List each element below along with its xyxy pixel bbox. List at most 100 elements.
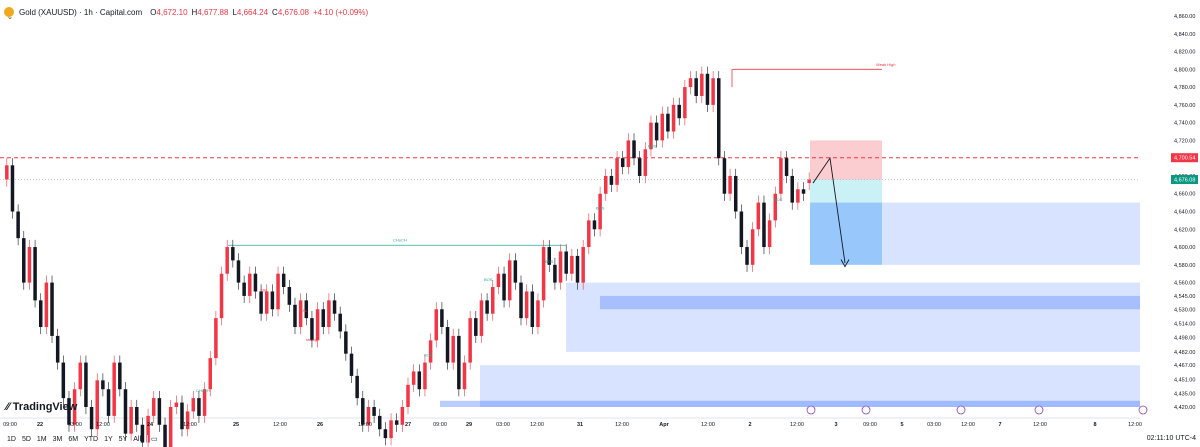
date-range-icon[interactable]: ▭: [151, 436, 158, 443]
candle: [89, 407, 94, 430]
candle: [253, 273, 258, 292]
candle: [140, 424, 145, 443]
price-change: +4.10 (+0.09%): [312, 7, 369, 17]
candle: [27, 247, 32, 283]
demand-zone: [600, 295, 1140, 310]
tf-6m[interactable]: 6M: [68, 435, 79, 443]
time-tick-label: 3: [834, 422, 837, 428]
structure-annotation: strong: [306, 337, 317, 342]
tf-3m[interactable]: 3M: [52, 435, 63, 443]
ohlc-open-value: 4,672.10: [156, 7, 188, 17]
candle: [33, 247, 37, 301]
candle: [355, 375, 359, 399]
candle: [231, 247, 235, 261]
ohlc-close-label: C: [272, 7, 278, 17]
candle: [807, 179, 811, 184]
candle: [16, 211, 20, 239]
brand-name: TradingView: [12, 401, 78, 413]
candle: [666, 113, 670, 132]
candle: [191, 398, 196, 412]
price-tick-label: 4,780.00: [1174, 85, 1195, 91]
candle: [513, 260, 518, 283]
candle: [146, 415, 150, 443]
demand-zone: [440, 400, 1140, 407]
demand-zone: [810, 202, 1140, 265]
candle: [604, 175, 608, 194]
candle: [485, 300, 489, 314]
candle: [61, 362, 66, 399]
ohlc-high-label: H: [191, 7, 198, 17]
candle: [643, 149, 648, 176]
clock-readout[interactable]: 02:11:10 UTC-4: [1146, 435, 1196, 442]
time-tick-label: 03:00: [68, 422, 82, 428]
candle: [411, 371, 416, 385]
candle: [745, 247, 749, 265]
structure-annotation: CHoCH: [393, 238, 407, 243]
candle: [496, 273, 501, 288]
candle: [202, 389, 207, 416]
stop-loss-zone: [810, 140, 882, 180]
ohlc-low-label: L: [232, 7, 237, 17]
tf-5d[interactable]: 5D: [21, 435, 31, 443]
candle: [372, 407, 376, 416]
candle: [84, 362, 88, 407]
candle: [248, 273, 252, 296]
candle: [615, 158, 619, 185]
candle: [174, 402, 179, 407]
candle: [259, 291, 263, 314]
candle: [570, 255, 574, 274]
time-tick-label: 12:00: [1033, 422, 1047, 428]
candle: [598, 193, 602, 230]
candle: [428, 340, 433, 363]
candle: [779, 158, 783, 194]
price-tick-label: 4,740.00: [1174, 121, 1195, 127]
tf-5y[interactable]: 5Y: [118, 435, 128, 443]
candle: [293, 304, 297, 328]
candle: [717, 78, 721, 159]
candle: [118, 362, 122, 390]
candle: [332, 300, 337, 314]
candle: [157, 398, 162, 425]
candle: [762, 202, 766, 248]
structure-annotation: SSL: [260, 287, 268, 292]
candle: [575, 255, 580, 283]
collapse-chevron-icon[interactable]: ⌄: [6, 12, 14, 21]
price-tick-label: 4,451.00: [1174, 377, 1195, 383]
candle: [547, 247, 552, 265]
candle: [558, 251, 563, 283]
candle: [129, 407, 133, 434]
candle: [361, 398, 365, 425]
price-tick-label: 4,760.00: [1174, 103, 1195, 109]
candle: [801, 189, 806, 194]
time-tick-label: 27: [405, 422, 411, 428]
candle: [519, 282, 523, 319]
candle: [344, 331, 348, 354]
structure-annotation: BOS: [596, 206, 605, 211]
candle: [185, 411, 190, 430]
candle: [310, 318, 314, 341]
time-tick-label: 03:00: [927, 422, 941, 428]
candle: [400, 407, 405, 425]
structure-annotation: BOS: [424, 352, 433, 357]
economic-event-icon: [1138, 405, 1148, 415]
candle: [287, 287, 292, 305]
tf-ytd[interactable]: YTD: [84, 435, 99, 443]
candle: [55, 335, 60, 363]
tf-all[interactable]: All: [133, 435, 142, 443]
candle: [767, 220, 772, 248]
candle: [671, 104, 676, 132]
candle: [688, 78, 693, 88]
symbol-title[interactable]: Gold (XAUUSD) · 1h · Capital.com: [19, 7, 143, 17]
price-axis: [1140, 0, 1200, 431]
tf-1m[interactable]: 1M: [36, 435, 47, 443]
tf-1y[interactable]: 1Y: [104, 435, 113, 443]
candle: [236, 260, 241, 283]
time-tick-label: 7: [998, 422, 1001, 428]
economic-event-icon: [861, 405, 871, 415]
tf-1d[interactable]: 1D: [7, 435, 16, 443]
candle: [581, 247, 585, 283]
demand-zone: [566, 282, 1140, 352]
candle: [168, 407, 173, 447]
price-tick-label: 4,600.00: [1174, 245, 1195, 251]
